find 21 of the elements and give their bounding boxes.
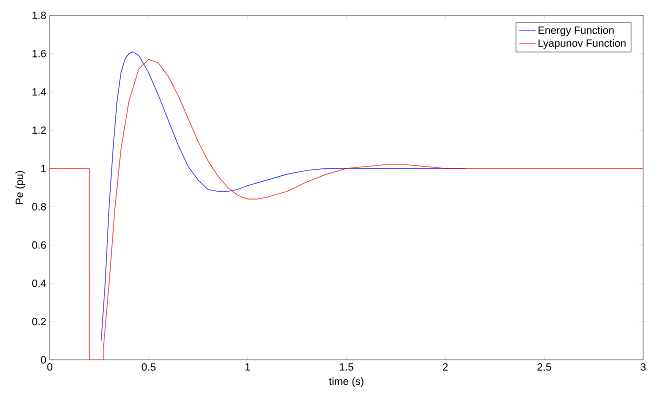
legend-label: Energy Function <box>538 26 614 36</box>
y-tick-label: 1 <box>41 164 46 172</box>
y-tick-label: 1.6 <box>32 50 46 58</box>
x-axis-title: time (s) <box>329 377 364 388</box>
x-tick-label: 0 <box>47 363 52 371</box>
y-tick-label: 0.6 <box>32 241 46 249</box>
y-axis-title: Pe (pu) <box>15 171 26 204</box>
x-tick-label: 0.5 <box>142 363 156 371</box>
y-tick-label: 0 <box>40 356 46 364</box>
legend-label: Lyapunov Function <box>538 39 626 50</box>
y-tick-label: 0.4 <box>32 280 46 288</box>
x-tick-label: 1 <box>245 363 250 371</box>
x-tick-label: 3 <box>640 363 646 371</box>
x-tick-label: 2.5 <box>537 363 552 371</box>
y-tick-label: 0.2 <box>32 318 46 326</box>
x-tick-label: 2 <box>442 363 448 371</box>
y-tick-label: 0.8 <box>32 203 46 211</box>
x-tick-label: 1.5 <box>340 363 354 371</box>
y-tick-label: 1.4 <box>32 88 46 96</box>
y-tick-label: 1.8 <box>32 12 46 20</box>
y-tick-label: 1.2 <box>32 126 46 134</box>
